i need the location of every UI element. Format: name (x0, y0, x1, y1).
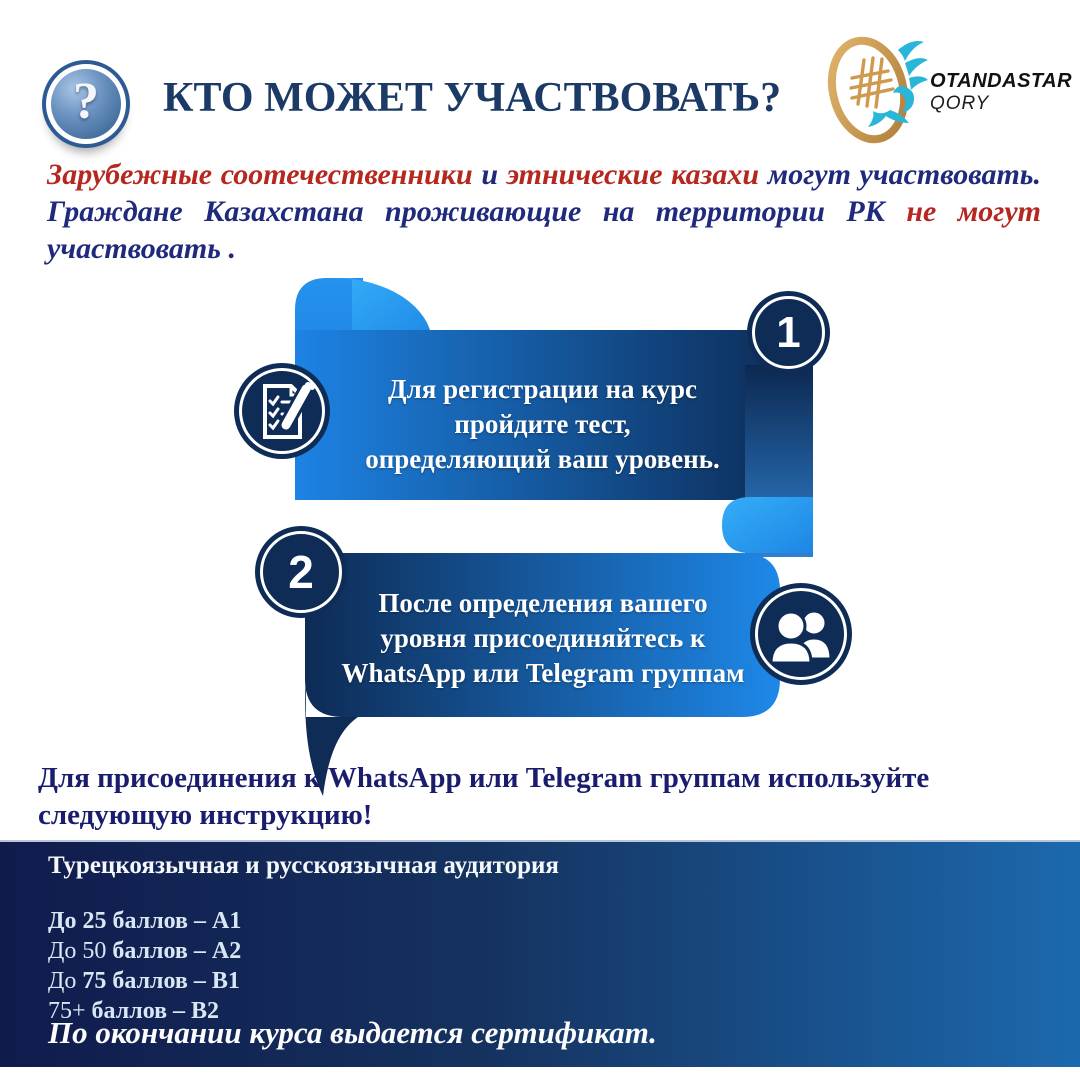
checklist-pencil-icon (234, 363, 330, 459)
ribbon-flow-graphic (295, 278, 813, 796)
certificate-text: По окончании курса выдается сертификат. (48, 1015, 657, 1050)
intro-segment: могут участвовать. Граждане Казахстана п… (47, 158, 1042, 228)
score-line: 75+ баллов – В2 (48, 998, 220, 1024)
step-1-number: 1 (776, 307, 801, 357)
question-icon-globe: ? (51, 69, 121, 139)
step-2-text: После определения вашего уровня присоеди… (341, 588, 745, 689)
intro-segment: и (481, 158, 507, 191)
step-2-badge: 2 (255, 526, 347, 618)
otandastar-emblem-icon (827, 36, 928, 144)
intro-paragraph: Зарубежные соотечественники и этнические… (47, 157, 1041, 268)
page-title: КТО МОЖЕТ УЧАСТВОВАТЬ? (163, 75, 782, 121)
instruction-text: Для присоединения к WhatsApp или Telegra… (38, 762, 930, 832)
logo-subname: QORY (930, 93, 990, 114)
score-list: До 25 баллов – А1 До 50 баллов – А2 До 7… (48, 906, 1040, 1026)
intro-segment: Зарубежные соотечественники (47, 158, 482, 191)
question-glyph: ? (73, 73, 99, 130)
score-line: До 25 баллов – А1 (48, 908, 242, 934)
question-mark-icon: ? (42, 60, 130, 148)
step-2-number: 2 (288, 546, 314, 598)
step-1-badge: 1 (747, 291, 830, 374)
logo-name: OTANDASTAR (930, 70, 1073, 92)
score-box-heading: Турецкоязычная и русскоязычная аудитория (48, 852, 559, 879)
intro-segment: этнические казахи (506, 158, 768, 191)
people-group-icon (750, 583, 852, 685)
score-line: До 50 баллов – А2 (48, 938, 242, 964)
intro-segment: участвовать . (47, 231, 236, 265)
score-box: Турецкоязычная и русскоязычная аудитория… (0, 840, 1080, 1067)
step-1-text: Для регистрации на курс пройдите тест, о… (365, 374, 720, 475)
score-line: До 75 баллов – В1 (48, 968, 240, 994)
otandastar-logo: OTANDASTAR QORY (822, 28, 1072, 150)
intro-segment: не могут (906, 194, 1041, 228)
